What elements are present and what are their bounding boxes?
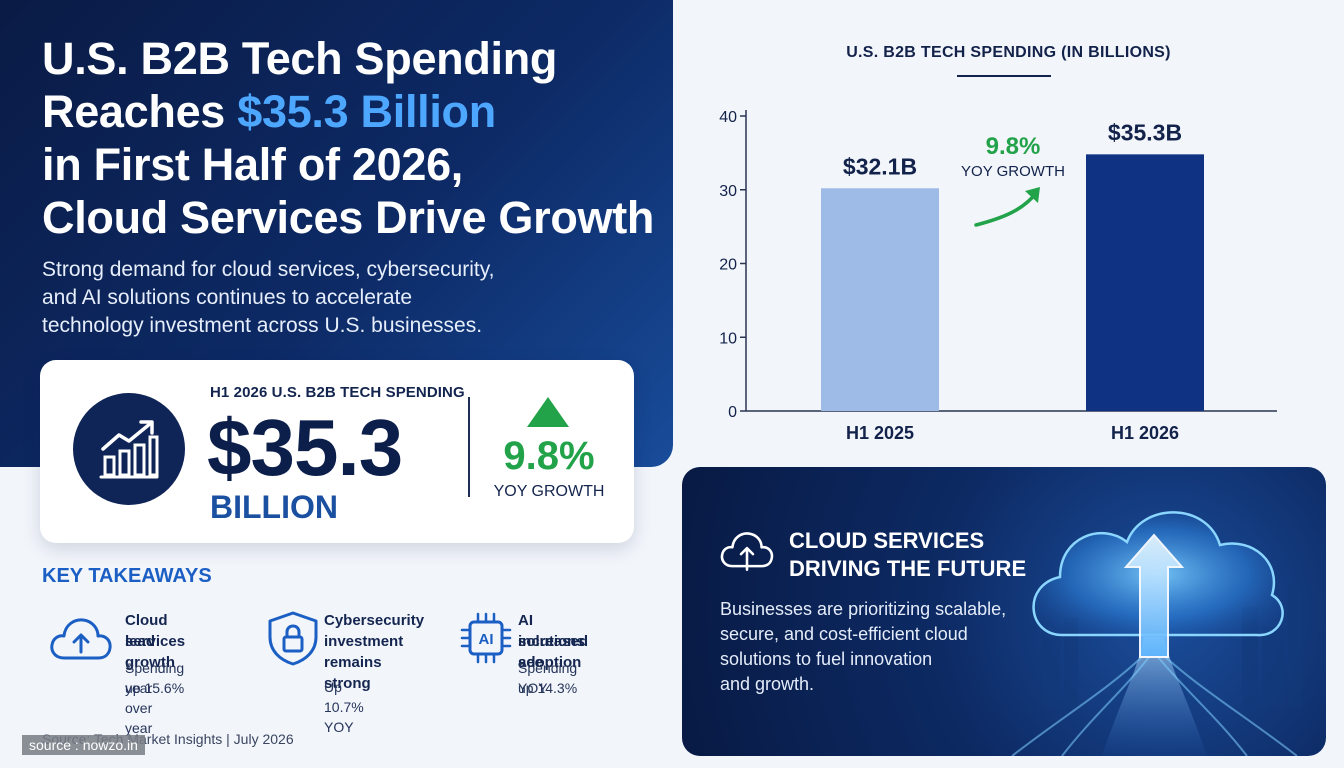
takeaway-title-1: AI solutions see (518, 612, 585, 671)
cloud-body-line-2: secure, and cost-efficient cloud (720, 624, 968, 644)
shield-lock-icon (268, 611, 318, 666)
stat-growth: 9.8% (503, 434, 595, 478)
growth-arrowhead-icon (1025, 187, 1040, 203)
headline: U.S. B2B Tech Spending Reaches $35.3 Bil… (42, 32, 662, 244)
annotation-value: 9.8% (986, 133, 1041, 160)
chart-title-rule (957, 75, 1051, 77)
headline-highlight: $35.3 Billion (237, 86, 496, 137)
takeaway-detail-1: Up 10.7% YOY (324, 679, 364, 735)
takeaway-detail-2: YOY (518, 680, 548, 696)
y-tick-label: 30 (719, 183, 737, 200)
chart-growth-icon (73, 393, 185, 505)
headline-line-3: in First Half of 2026, (42, 139, 464, 190)
bar-2 (1086, 154, 1204, 411)
cloud-upload-icon (720, 532, 774, 571)
bar-chart: 0 10 20 30 40 $32.1B H1 2025 $35.3B H1 2026 9.8% Y… (719, 109, 1277, 443)
data-label-1: $32.1B (843, 153, 917, 179)
stat-value: $35.3 (207, 403, 403, 492)
cloud-body: Businesses are prioritizing scalable, se… (720, 597, 1020, 697)
hero-panel: U.S. B2B Tech Spending Reaches $35.3 Bil… (0, 0, 673, 467)
cloud-body-line-1: Businesses are prioritizing scalable, (720, 599, 1007, 619)
annotation-label: YOY GROWTH (961, 163, 1065, 180)
bar-1 (821, 188, 939, 411)
ai-chip-icon: AI (460, 612, 512, 664)
cloud-body-line-3: solutions to fuel innovation (720, 649, 933, 669)
takeaway-title-2: investment (324, 633, 404, 650)
ai-chip-text: AI (479, 631, 494, 648)
subheadline: Strong demand for cloud services, cybers… (42, 256, 562, 340)
subheadline-line-3: technology investment across U.S. busine… (42, 314, 483, 337)
cloud-panel: CLOUD SERVICES DRIVING THE FUTURE Busine… (682, 467, 1326, 756)
takeaway-title-2: lead growth (125, 633, 175, 671)
cloud-illustration (1011, 511, 1302, 756)
cloud-body-line-4: and growth. (720, 674, 815, 694)
stat-growth-label: YOY GROWTH (493, 483, 605, 500)
headline-prefix: Reaches (42, 86, 238, 137)
cloud-heading-line-1: CLOUD SERVICES (789, 528, 985, 553)
takeaway-detail-1: Spending up 15.6% (125, 660, 185, 696)
y-tick-label: 20 (719, 257, 737, 274)
y-tick-label: 0 (728, 404, 737, 421)
watermark: source : nowzo.in (22, 735, 145, 755)
growth-arrow-icon (974, 191, 1038, 227)
subheadline-line-1: Strong demand for cloud services, cybers… (42, 258, 495, 281)
headline-line-4: Cloud Services Drive Growth (42, 192, 655, 243)
subheadline-line-2: and AI solutions continues to accelerate (42, 286, 413, 309)
takeaway-title-1: Cloud services (125, 612, 186, 650)
stat-card: H1 2026 U.S. B2B TECH SPENDING $35.3 BIL… (40, 360, 634, 543)
cloud-heading-line-2: DRIVING THE FUTURE (789, 556, 1027, 581)
chart-title: U.S. B2B TECH SPENDING (IN BILLIONS) (846, 44, 1171, 61)
takeaway-title-3: remains strong (324, 654, 382, 692)
takeaway-detail-1: Spending up 14.3% (518, 660, 578, 696)
takeaway-title-2: increased adoption (518, 633, 589, 671)
triangle-up-icon (527, 397, 569, 427)
headline-line-2: Reaches $35.3 Billion (42, 85, 662, 138)
takeaway-detail-2: year over year (125, 680, 153, 736)
y-tick-label: 10 (719, 330, 737, 347)
stat-label: H1 2026 U.S. B2B TECH SPENDING (210, 384, 465, 401)
data-label-2: $35.3B (1108, 119, 1182, 145)
y-tick-label: 40 (719, 109, 737, 126)
stat-unit: BILLION (210, 489, 338, 525)
x-tick-label-1: H1 2025 (846, 423, 914, 443)
takeaway-title-1: Cybersecurity (324, 612, 425, 629)
stat-divider (468, 397, 470, 497)
cloud-upload-icon (50, 618, 112, 660)
headline-line-1: U.S. B2B Tech Spending (42, 33, 558, 84)
cloud-heading: CLOUD SERVICES DRIVING THE FUTURE (789, 527, 1049, 583)
x-tick-label-2: H1 2026 (1111, 423, 1179, 443)
key-takeaways-heading: KEY TAKEAWAYS (42, 565, 212, 587)
